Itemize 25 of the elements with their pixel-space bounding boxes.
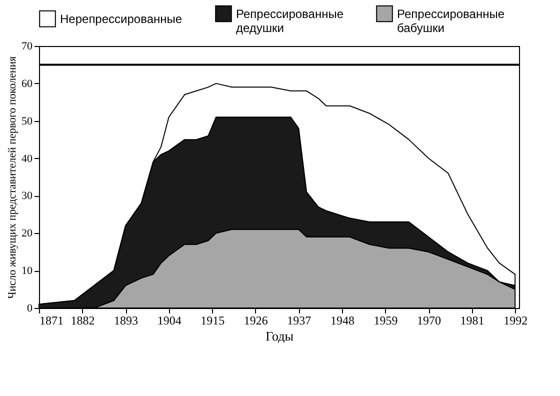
y-tick-label: 50 [22,115,33,128]
y-tick-label: 20 [22,228,33,240]
x-axis-title: Годы [266,328,294,344]
x-tick-label: 1926 [244,314,268,328]
x-tick-label: 1992 [504,314,528,328]
y-tick-label: 60 [22,78,33,90]
x-tick-label: 1904 [157,314,182,328]
legend-label: Репрессированные бабушки [397,6,505,35]
x-tick-label: 1871 [40,314,64,328]
x-tick-label: 1937 [287,314,312,328]
x-tick-label: 1893 [114,314,138,328]
x-tick-label: 1970 [417,314,442,328]
y-tick-label: 30 [22,190,33,202]
x-tick-label: 1882 [70,314,95,328]
x-tick-label: 1959 [374,314,398,328]
x-tick-label: 1948 [330,314,354,328]
y-axis-title: Число живущих представителей первого поколения [6,56,18,299]
x-tick-label: 1981 [460,314,484,328]
x-tick-label: 1915 [200,314,225,328]
legend-label: Нерепрессированные [60,12,182,26]
y-tick-label: 70 [22,40,33,52]
legend-label: Репрессированные дедушки [236,6,344,35]
y-tick-label: 10 [22,265,33,278]
y-tick-label: 0 [27,302,33,314]
y-tick-label: 40 [22,152,33,165]
